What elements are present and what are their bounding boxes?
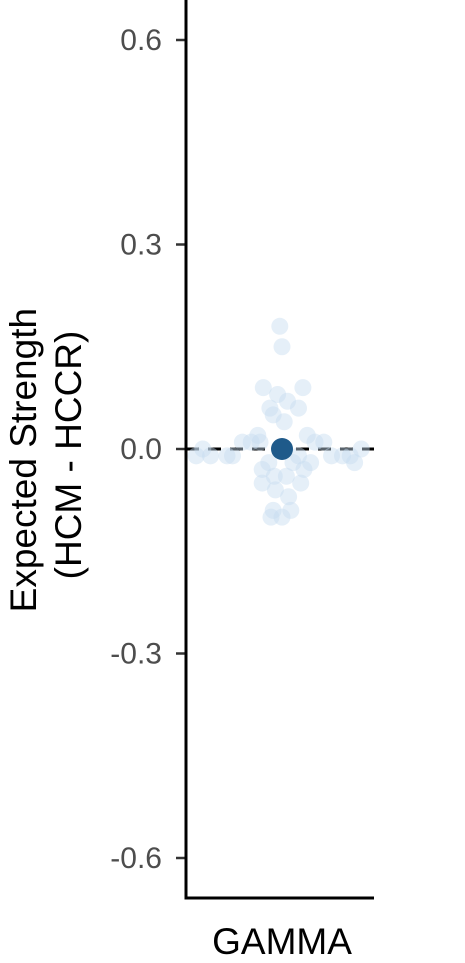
- mean-points: [271, 438, 293, 460]
- observation-point: [306, 433, 324, 451]
- observation-point: [269, 385, 287, 403]
- observation-point: [280, 488, 298, 506]
- observation-point: [290, 447, 307, 465]
- observation-point: [202, 447, 219, 465]
- x-axis-tick-labels: GAMMA: [212, 921, 352, 962]
- observation-point: [341, 447, 359, 465]
- observation-point: [290, 399, 307, 417]
- y-axis-ticks: [176, 38, 186, 860]
- observation-point: [264, 501, 282, 519]
- observation-point: [346, 454, 364, 472]
- y-tick-label: -0.6: [110, 842, 162, 875]
- observation-point: [295, 460, 313, 478]
- observation-point: [218, 447, 236, 465]
- observation-point: [254, 379, 272, 397]
- observation-point: [233, 433, 251, 451]
- observation-point: [352, 440, 370, 458]
- observation-point: [282, 501, 300, 519]
- observation-point: [292, 474, 310, 492]
- observation-point: [273, 338, 291, 356]
- observation-point: [261, 399, 279, 417]
- observation-point: [224, 447, 241, 465]
- y-tick-label: 0.6: [120, 24, 162, 57]
- observation-point: [253, 460, 271, 478]
- y-axis-title-line-1: Expected Strength: [3, 308, 44, 612]
- observation-point: [260, 454, 278, 472]
- observation-point: [294, 379, 312, 397]
- observation-point: [262, 508, 280, 526]
- observation-point: [249, 426, 267, 444]
- observation-point: [277, 467, 295, 485]
- observation-point: [315, 433, 333, 451]
- observation-point: [271, 317, 289, 335]
- y-axis-title-line-2: (HCM - HCCR): [48, 331, 89, 580]
- observation-point: [273, 508, 291, 526]
- observation-point: [279, 392, 296, 410]
- y-axis-tick-labels: -0.6 -0.3 0.0 0.3 0.6: [110, 24, 162, 875]
- y-tick-label: 0.0: [120, 433, 162, 466]
- observation-point: [302, 454, 320, 472]
- x-tick-label: GAMMA: [212, 921, 352, 962]
- observation-point: [284, 454, 302, 472]
- observation-point: [275, 413, 293, 431]
- observation-point: [323, 447, 340, 465]
- observation-point: [187, 447, 205, 465]
- observation-point: [265, 467, 283, 485]
- mean-point: [271, 438, 293, 460]
- observation-point: [194, 440, 212, 458]
- observation-points: [187, 317, 370, 526]
- y-tick-label: -0.3: [110, 638, 162, 671]
- y-tick-label: 0.3: [120, 228, 162, 261]
- observation-point: [264, 406, 282, 424]
- observation-point: [253, 474, 271, 492]
- observation-point: [334, 447, 351, 465]
- observation-point: [242, 433, 260, 451]
- y-axis-title: Expected Strength (HCM - HCCR): [3, 298, 89, 613]
- observation-point: [251, 433, 269, 451]
- observation-point: [266, 481, 284, 499]
- observation-point: [298, 426, 316, 444]
